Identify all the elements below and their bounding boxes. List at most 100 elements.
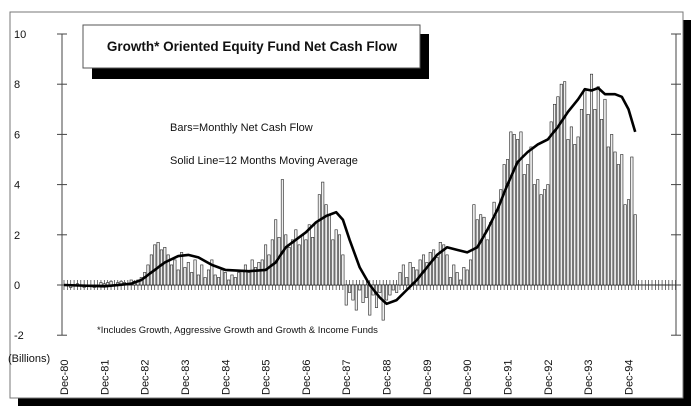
bar (579, 109, 583, 286)
bar (200, 264, 204, 286)
bar (506, 159, 510, 286)
x-tick-label: Dec-88 (382, 360, 394, 395)
bar (247, 272, 251, 286)
bar (287, 247, 291, 286)
bar (243, 264, 247, 286)
bar (290, 239, 294, 286)
bar (475, 219, 479, 286)
x-tick-label: Dec-86 (301, 360, 313, 395)
bar (539, 194, 543, 286)
bar (264, 244, 268, 286)
bar (489, 221, 493, 286)
bar (596, 86, 600, 286)
bar (220, 269, 224, 286)
bar (593, 109, 597, 286)
bar (173, 259, 177, 286)
bar (217, 277, 221, 286)
bar (448, 277, 452, 286)
bar (358, 284, 362, 291)
bar (267, 254, 271, 286)
y-tick-label: 2 (14, 230, 20, 242)
bar (603, 98, 607, 286)
bar (408, 262, 412, 286)
bar (391, 284, 395, 291)
bar (509, 131, 513, 286)
bar (610, 134, 614, 286)
x-tick-label: Dec-93 (583, 360, 595, 395)
title-box (82, 24, 421, 69)
bar (163, 247, 167, 286)
bar (526, 164, 530, 286)
moving-average-line (63, 86, 637, 306)
bar (606, 146, 610, 286)
bar (492, 201, 496, 286)
bar (341, 254, 345, 286)
x-tick-label: Dec-83 (180, 360, 192, 395)
bar (378, 284, 382, 293)
bar (257, 262, 261, 286)
bar (260, 259, 264, 286)
bar (418, 259, 422, 286)
bar (368, 284, 372, 316)
bar (314, 221, 318, 286)
bar (522, 174, 526, 286)
bar (458, 279, 462, 286)
bar (519, 131, 523, 286)
bar (183, 267, 187, 286)
bar (576, 136, 580, 286)
bar (223, 272, 227, 286)
bar (395, 284, 399, 293)
bar (532, 184, 536, 286)
bar (616, 164, 620, 286)
bar (452, 264, 456, 286)
bar (213, 274, 217, 286)
bar (166, 254, 170, 286)
bar (559, 83, 563, 286)
bar (203, 277, 207, 286)
bar (546, 184, 550, 286)
bar (495, 209, 499, 286)
bar (361, 284, 365, 303)
x-tick-label: Dec-84 (220, 360, 232, 395)
bar (442, 244, 446, 286)
bar (556, 96, 560, 286)
x-tick-label: Dec-81 (99, 360, 111, 395)
y-tick-label: 4 (14, 180, 20, 192)
x-tick-label: Dec-91 (503, 360, 515, 395)
bar (307, 224, 311, 286)
bar (405, 277, 409, 286)
bar (230, 274, 234, 286)
bar (270, 239, 274, 286)
bar (344, 284, 348, 306)
bar (364, 284, 368, 298)
bar (462, 267, 466, 286)
bar (102, 283, 106, 286)
bar (304, 239, 308, 286)
bar (388, 284, 392, 296)
bar (633, 214, 637, 286)
bar (586, 114, 590, 286)
bar (620, 154, 624, 286)
bar (294, 229, 298, 286)
bar (170, 264, 174, 286)
bar (321, 181, 325, 286)
bar (351, 284, 355, 301)
bar (274, 219, 278, 286)
bar (149, 254, 153, 286)
bar (482, 216, 486, 286)
chart-title: Growth* Oriented Equity Fund Net Cash Fl… (107, 39, 398, 54)
bar (626, 199, 630, 286)
bar (186, 262, 190, 286)
bar (193, 259, 197, 286)
x-tick-label: Dec-87 (341, 360, 353, 395)
bar (590, 73, 594, 286)
bar (348, 284, 352, 293)
bar (499, 189, 503, 286)
bar (623, 204, 627, 286)
bar (428, 252, 432, 286)
bar (432, 249, 436, 286)
bar (233, 277, 237, 286)
bar (536, 179, 540, 286)
y-tick-label: 10 (14, 29, 26, 41)
